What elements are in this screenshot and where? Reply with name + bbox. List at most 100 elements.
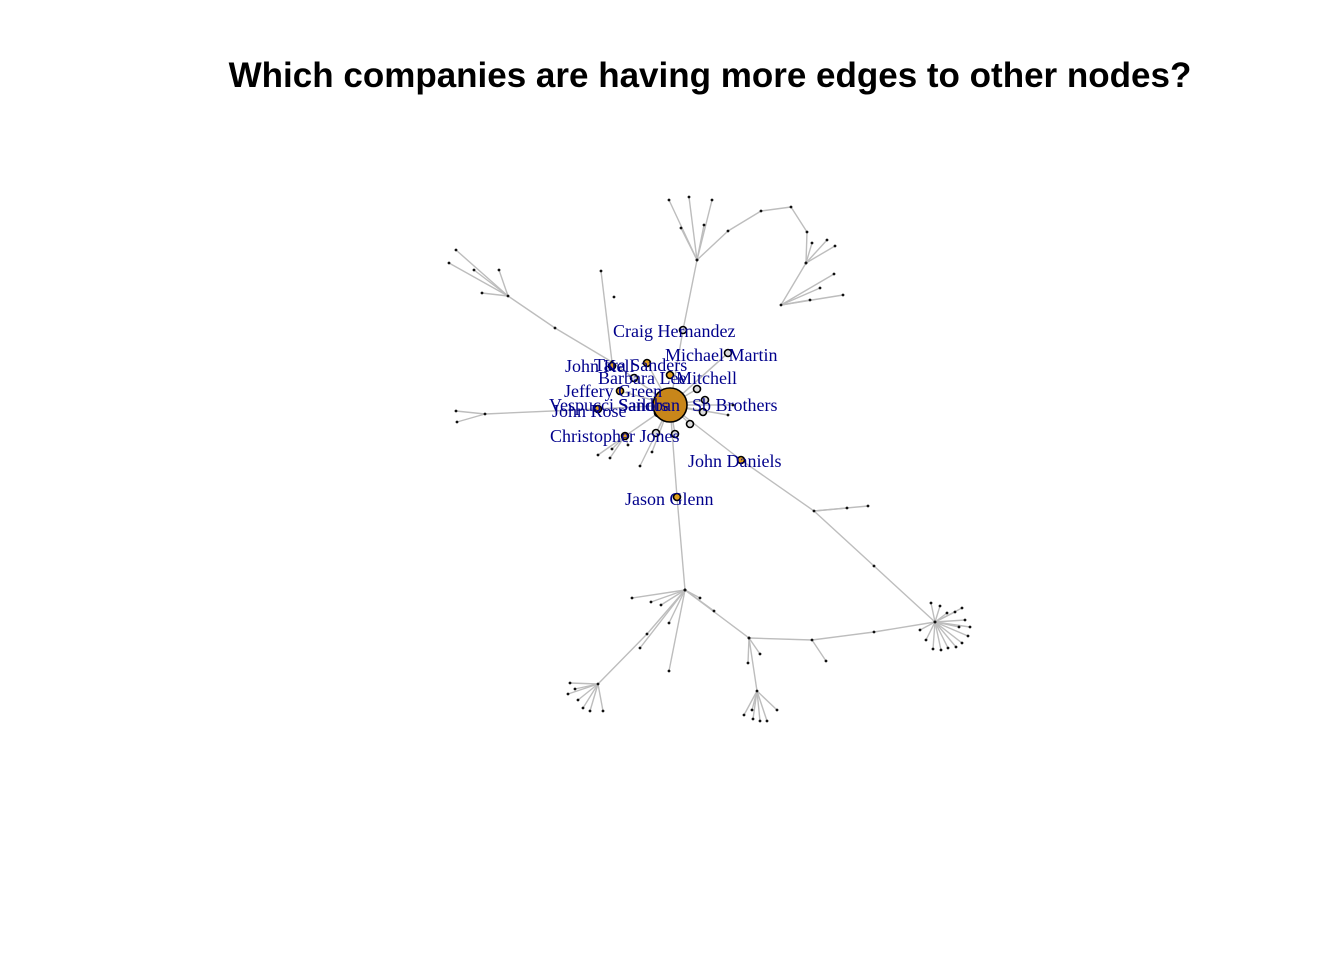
leaf-node [553,326,557,330]
leaf-node [818,286,822,290]
leaf-node [645,632,649,636]
leaf-node [599,269,603,273]
edge [873,621,936,633]
leaf-node [687,195,691,199]
leaf-node [447,261,451,265]
edge [934,621,942,651]
node-john-rose [593,404,603,414]
leaf-node [667,669,671,673]
leaf-node [679,226,683,230]
leaf-node [742,713,746,717]
edge [740,459,815,512]
edge [925,621,936,641]
leaf-node [789,205,793,209]
edge [498,269,509,297]
edge [780,287,821,306]
node-label-vespucci-sailors: Vespucci Sailors [549,395,668,415]
edge [455,249,509,297]
edge [696,230,729,261]
edge [780,299,811,306]
leaf-node [455,420,459,424]
leaf-node [866,504,870,508]
node-mitchell-person [692,384,702,394]
edge [696,199,713,261]
edge [727,210,762,232]
edge [790,206,808,233]
edge [554,327,613,363]
edge [873,565,936,623]
leaf-node [483,412,487,416]
edge [456,413,486,423]
node-label-michael-martin: Michael Martin [665,345,777,365]
leaf-node [702,223,706,227]
leaf-node [832,272,836,276]
leaf-node [683,588,687,592]
edge [597,435,626,456]
edge [582,683,599,709]
edge [748,637,761,655]
edge [484,408,599,415]
leaf-node [497,268,501,272]
leaf-node [758,652,762,656]
leaf-node [968,625,972,629]
leaf-node [775,708,779,712]
node-label-john-kell: John Kell [565,356,635,376]
edge [455,410,486,415]
leaf-node [601,709,605,713]
leaf-node [945,611,949,615]
edge [676,496,686,591]
node-label-tara-sanders: Tara Sanders [594,355,687,375]
leaf-node [765,719,769,723]
leaf-node [695,258,699,262]
edge [668,589,686,624]
leaf-node [630,596,634,600]
leaf-node [576,698,580,702]
edge [448,262,509,297]
edge [780,262,807,306]
leaf-node [726,413,730,417]
edge [473,269,509,297]
edge [682,259,698,331]
leaf-node [588,709,592,713]
node-label-john-rose: John Rose [552,401,627,421]
leaf-node [812,509,816,513]
node-label-sandban: Sandban [618,395,680,415]
node-sb-brothers-b [698,407,708,417]
edge [639,589,686,649]
node-label-christopher-jones: Christopher Jones [550,426,680,446]
leaf-node [710,198,714,202]
leaf-node [454,248,458,252]
labeled-node-layer [593,325,746,502]
edge [811,631,875,641]
edge [805,245,836,264]
leaf-node [824,659,828,663]
edge [930,602,936,623]
leaf-node [939,648,943,652]
leaf-node [779,303,783,307]
leaf-node [872,564,876,568]
leaf-node [750,708,754,712]
node-label-craig-hernandez: Craig Hernandez [613,321,735,341]
leaf-node [938,604,942,608]
edge [934,607,963,623]
edge [805,242,813,264]
leaf-node [573,687,577,691]
edge [813,505,869,512]
node-label-jeffery-green: Jeffery Green [564,381,662,401]
edge [934,621,957,648]
leaf-node [698,596,702,600]
edge [934,619,966,623]
edge [934,621,969,637]
leaf-node [804,261,808,265]
node-john-kell [607,361,617,371]
edge [813,510,875,567]
edge [756,690,778,711]
edge [589,683,599,712]
label-layer: Craig Hernandez Michael Martin John Kell… [549,321,782,509]
edge [507,295,556,329]
edge [751,690,758,711]
edge [600,270,613,363]
node-mitchell-company [665,370,675,380]
edge [574,683,599,690]
